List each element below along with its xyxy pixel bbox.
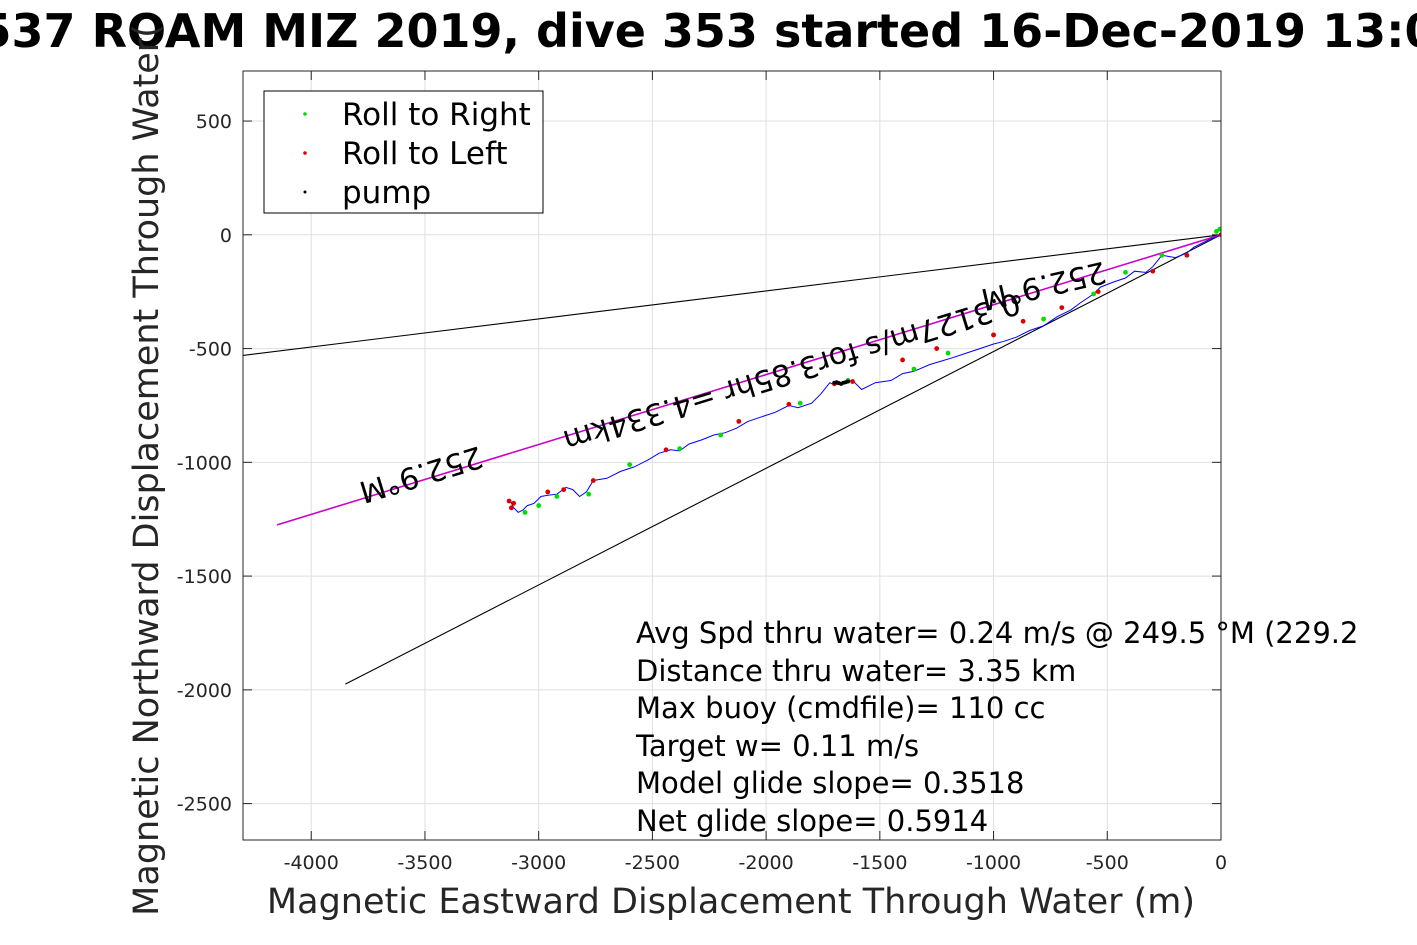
y-tick-label: -1000 (177, 452, 232, 474)
roll-left-point (508, 505, 514, 511)
x-tick-label: -2000 (739, 852, 794, 874)
x-tick-label: -3000 (511, 852, 566, 874)
legend-box (263, 90, 544, 214)
y-tick-label: -2500 (177, 794, 232, 816)
roll-right-point (627, 462, 633, 468)
legend-label-roll-left: Roll to Left (342, 136, 508, 172)
roll-right-point (1214, 228, 1219, 234)
y-tick-label: 500 (196, 111, 232, 133)
y-tick-label: -500 (189, 339, 232, 361)
plot-frame (242, 70, 1222, 841)
roll-left-point (1020, 318, 1026, 324)
roll-right-point (911, 366, 917, 372)
reference-line (276, 234, 1221, 526)
legend-label-pump: pump (342, 175, 431, 211)
roll-right-point (554, 494, 560, 499)
roll-right-point (1123, 269, 1128, 275)
roll-left-point (900, 357, 905, 363)
roll-left-point (590, 478, 596, 483)
y-tick-label: 0 (220, 225, 232, 247)
stat-target-w: Target w= 0.11 m/s (635, 729, 919, 763)
x-tick-label: -1500 (852, 852, 907, 874)
roll-right-point (718, 432, 724, 438)
stat-net-glide-slope: Net glide slope= 0.5914 (636, 804, 988, 838)
roll-left-point (934, 346, 940, 351)
legend-marker-roll-left (303, 151, 307, 155)
roll-left-point (850, 379, 855, 384)
roll-right-point (677, 446, 683, 452)
x-tick-label: -1000 (966, 852, 1021, 874)
legend: Roll to Right Roll to Left pump (263, 90, 544, 214)
x-tick-label: -500 (1086, 852, 1129, 874)
roll-left-point (1059, 305, 1065, 311)
chart-title: 537 ROAM MIZ 2019, dive 353 started 16-D… (0, 4, 1417, 58)
stat-max-buoy: Max buoy (cmdfile)= 110 cc (636, 691, 1045, 725)
tick-labels: -4000 -3500 -3000 -2500 -2000 -1500 -1000 -500 0… (177, 111, 1227, 874)
roll-left-point (506, 498, 512, 504)
roll-left-point (1184, 252, 1190, 258)
x-tick-label: 0 (1215, 852, 1227, 874)
roll-right-point (1159, 252, 1165, 258)
pump-point (845, 379, 850, 384)
x-tick-label: -2500 (625, 852, 680, 874)
x-tick-label: -4000 (284, 852, 339, 874)
roll-right-point (1041, 316, 1046, 322)
roll-right-point (586, 491, 592, 497)
legend-marker-roll-right (303, 112, 307, 116)
stat-distance: Distance thru water= 3.35 km (636, 654, 1076, 688)
stat-model-glide-slope: Model glide slope= 0.3518 (636, 766, 1024, 800)
roll-left-point (561, 487, 567, 493)
reference-line (345, 234, 1221, 685)
roll-left-point (511, 500, 517, 506)
roll-left-point (991, 332, 996, 338)
roll-left-point (663, 447, 669, 453)
reference-line (243, 234, 1221, 356)
y-tick-label: -1500 (177, 566, 232, 588)
roll-left-point (1218, 232, 1221, 238)
stat-avg-speed: Avg Spd thru water= 0.24 m/s @ 249.5 °M … (636, 616, 1358, 650)
roll-right-point (1091, 291, 1097, 297)
roll-right-point (536, 503, 542, 508)
roll-left-point (545, 489, 551, 495)
roll-right-point (522, 509, 528, 515)
stats-block: Avg Spd thru water= 0.24 m/s @ 249.5 °M … (635, 616, 1358, 838)
roll-left-point (1095, 289, 1101, 295)
legend-label-roll-right: Roll to Right (342, 97, 531, 133)
y-tick-label: -2000 (177, 680, 232, 702)
reference-lines (243, 234, 1221, 685)
roll-left-point (1150, 268, 1156, 274)
roll-right-point (797, 400, 803, 406)
y-axis-label: Magnetic Northward Displacement Through … (127, 24, 167, 916)
roll-left-point (736, 418, 742, 424)
points-group (506, 226, 1221, 515)
x-axis-label: Magnetic Eastward Displacement Through W… (267, 882, 1195, 922)
roll-left-point (786, 401, 792, 407)
legend-marker-pump (303, 190, 307, 194)
roll-right-point (945, 350, 951, 356)
x-tick-label: -3500 (397, 852, 452, 874)
